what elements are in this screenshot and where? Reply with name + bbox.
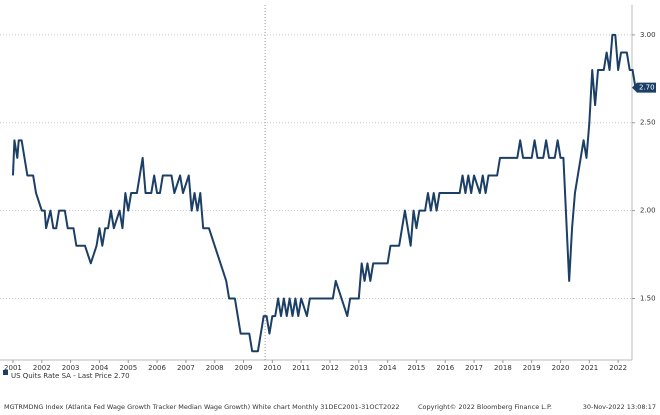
- x-tick-label: 2009: [235, 364, 253, 372]
- y-tick-label: 3.00: [640, 31, 656, 39]
- x-tick-label: 2020: [552, 364, 570, 372]
- x-tick-label: 2007: [177, 364, 195, 372]
- legend-suffix: - Last Price: [73, 372, 112, 380]
- x-tick-label: 2012: [321, 364, 339, 372]
- y-tick-label: 2.00: [640, 207, 656, 215]
- x-tick-label: 2015: [408, 364, 426, 372]
- x-tick-label: 2005: [119, 364, 137, 372]
- y-tick-label: 2.50: [640, 119, 656, 127]
- x-tick-label: 2019: [523, 364, 541, 372]
- last-price-label: 2.70: [639, 84, 655, 92]
- x-tick-label: 2001: [4, 364, 22, 372]
- last-price-tag: [632, 82, 656, 93]
- footer-left: MGTRMDNG Index (Atlanta Fed Wage Growth …: [4, 403, 400, 411]
- x-tick-label: 2016: [436, 364, 454, 372]
- legend-swatch: [3, 370, 8, 375]
- y-tick-label: 1.50: [640, 294, 656, 302]
- x-tick-label: 2006: [148, 364, 166, 372]
- x-tick-label: 2008: [206, 364, 224, 372]
- x-tick-label: 2004: [91, 364, 109, 372]
- x-tick-label: 2010: [263, 364, 281, 372]
- x-tick-label: 2013: [350, 364, 368, 372]
- x-tick-label: 2003: [62, 364, 80, 372]
- footer-center: Copyright© 2022 Bloomberg Finance L.P.: [418, 403, 552, 411]
- footer-right: 30-Nov-2022 13:08:17: [583, 403, 656, 411]
- x-tick-label: 2021: [580, 364, 598, 372]
- series-line: [11, 33, 642, 353]
- legend-name: US Quits Rate SA: [11, 372, 71, 380]
- x-tick-label: 2002: [33, 364, 51, 372]
- x-tick-label: 2014: [379, 364, 397, 372]
- x-tick-label: 2017: [465, 364, 483, 372]
- x-tick-label: 2018: [494, 364, 512, 372]
- legend-price: 2.70: [114, 372, 130, 380]
- x-tick-label: 2022: [609, 364, 627, 372]
- legend-text: US Quits Rate SA - Last Price 2.70: [11, 372, 130, 380]
- x-tick-label: 2011: [292, 364, 310, 372]
